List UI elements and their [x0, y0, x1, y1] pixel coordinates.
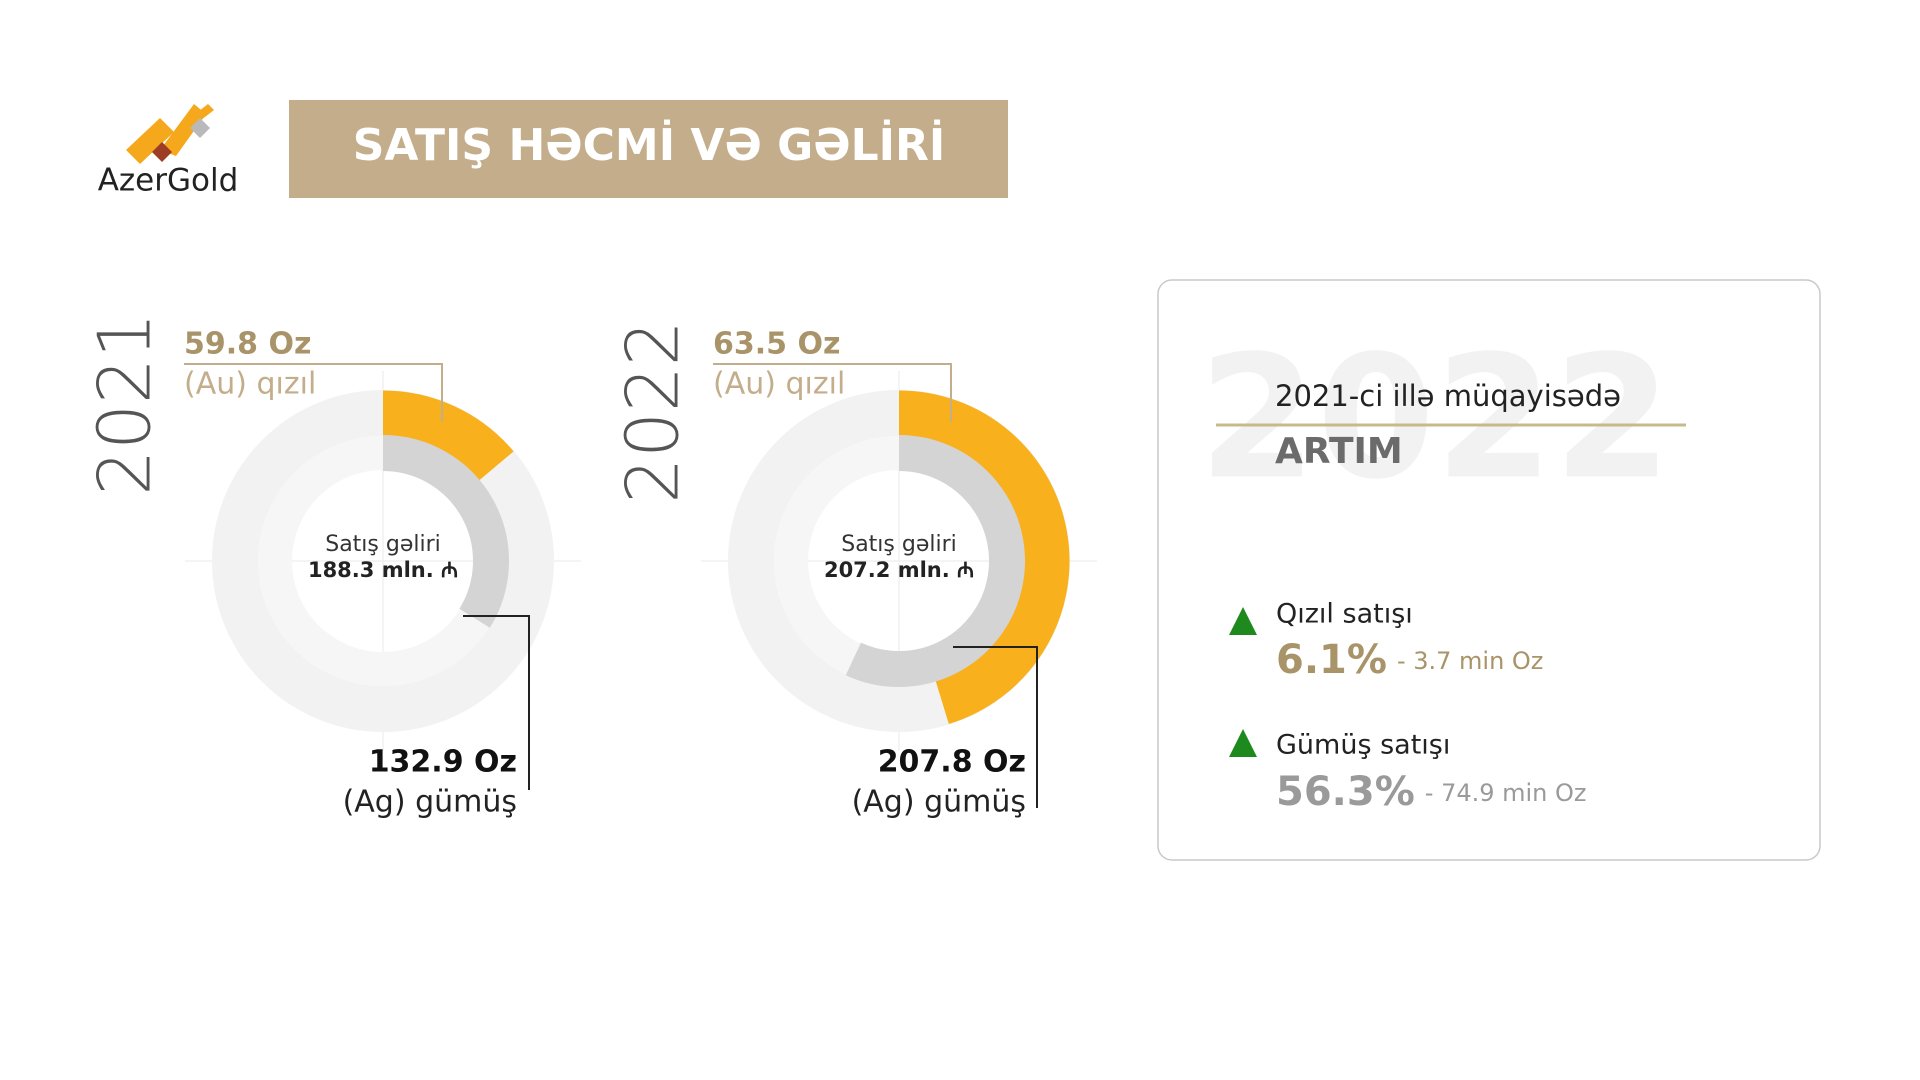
- silver-amount: 207.8 Oz: [878, 745, 1026, 780]
- year: 2021: [83, 312, 167, 495]
- detail: - 3.7 min Oz: [1397, 647, 1543, 675]
- title-banner: [289, 100, 1008, 198]
- item-percent: 6.1% - 3.7 min Oz: [1276, 637, 1543, 683]
- gold-amount: 59.8 Oz: [184, 327, 311, 362]
- year: 2022: [611, 320, 695, 503]
- center-value: 207.2 mln. ₼: [824, 558, 974, 582]
- comparison-subheading: ARTIM: [1275, 431, 1403, 472]
- silver-label: (Ag) gümüş: [343, 785, 517, 820]
- logo-text: AzerGold: [98, 163, 239, 199]
- gold-arc: [382, 390, 514, 481]
- center-label: Satış gəliri: [841, 532, 957, 557]
- detail: - 74.9 min Oz: [1425, 779, 1587, 807]
- logo-mark: [126, 104, 214, 164]
- silver-label: (Ag) gümüş: [852, 785, 1026, 820]
- silver-arc: [845, 435, 1025, 687]
- up-arrow: [1229, 729, 1257, 757]
- gold-leader: [184, 363, 443, 422]
- silver-arc: [382, 435, 509, 628]
- gold-label: (Au) qızıl: [184, 367, 316, 402]
- watermark: 2022: [1198, 319, 1671, 517]
- item-percent: 56.3% - 74.9 min Oz: [1276, 769, 1587, 815]
- gold-arc: [898, 390, 1070, 725]
- center-label: Satış gəliri: [325, 532, 441, 557]
- item-label: Gümüş satışı: [1276, 730, 1450, 761]
- item-label: Qızıl satışı: [1276, 599, 1413, 630]
- center-value: 188.3 mln. ₼: [308, 558, 458, 582]
- gold-leader: [713, 363, 952, 422]
- up-arrow: [1229, 607, 1257, 635]
- gold-label: (Au) qızıl: [713, 367, 845, 402]
- silver-amount: 132.9 Oz: [369, 745, 517, 780]
- percent: 6.1%: [1276, 637, 1387, 683]
- percent: 56.3%: [1276, 769, 1415, 815]
- silver-leader: [953, 646, 1038, 808]
- comparison-heading: 2021-ci illə müqayisədə: [1275, 379, 1621, 413]
- gold-amount: 63.5 Oz: [713, 327, 840, 362]
- title: SATIŞ HƏCMİ VƏ GƏLİRİ: [353, 118, 946, 171]
- silver-leader: [463, 615, 530, 790]
